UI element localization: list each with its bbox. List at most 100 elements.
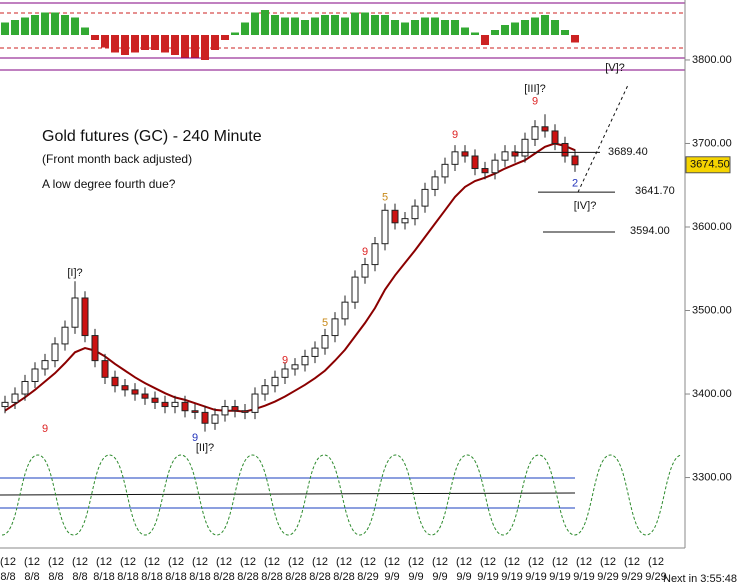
osc-bar bbox=[271, 15, 279, 35]
x-tick-prefix: (12 bbox=[216, 556, 232, 568]
candle-body bbox=[131, 389, 139, 395]
candle-body bbox=[431, 176, 439, 190]
candle-body bbox=[531, 126, 539, 140]
osc-bar bbox=[51, 12, 59, 35]
osc-bar bbox=[441, 20, 449, 35]
candle-body bbox=[471, 155, 479, 170]
x-tick-label: 8/8 bbox=[24, 571, 39, 583]
osc-bar bbox=[451, 20, 459, 35]
osc-bar bbox=[91, 35, 99, 40]
y-tick-label: 3800.00 bbox=[692, 54, 732, 66]
x-tick-label: 9/9 bbox=[432, 571, 447, 583]
x-tick-label: 8/8 bbox=[0, 571, 15, 583]
osc-bar bbox=[461, 27, 469, 35]
x-tick-label: 8/29 bbox=[357, 571, 378, 583]
x-tick-label: 8/18 bbox=[141, 571, 162, 583]
osc-bar bbox=[201, 35, 209, 60]
osc-bar bbox=[61, 15, 69, 35]
candle-body bbox=[441, 163, 449, 178]
osc-bar bbox=[161, 35, 169, 53]
y-tick-label: 3500.00 bbox=[692, 304, 732, 316]
x-tick-label: 9/29 bbox=[597, 571, 618, 583]
candle-body bbox=[341, 301, 349, 320]
osc-bar bbox=[191, 35, 199, 58]
x-tick-label: 9/29 bbox=[645, 571, 666, 583]
osc-bar bbox=[281, 17, 289, 35]
x-tick-label: 9/9 bbox=[456, 571, 471, 583]
last-price-box bbox=[685, 156, 731, 174]
x-tick-prefix: (12 bbox=[288, 556, 304, 568]
x-tick-prefix: (12 bbox=[0, 556, 16, 568]
x-tick-prefix: (12 bbox=[312, 556, 328, 568]
candle-body bbox=[381, 209, 389, 245]
candle-body bbox=[201, 411, 209, 424]
candle-body bbox=[451, 151, 459, 165]
chart-title: Gold futures (GC) - 240 Minute bbox=[42, 128, 262, 145]
x-tick-prefix: (12 bbox=[456, 556, 472, 568]
osc-bar bbox=[41, 12, 49, 35]
candle-body bbox=[411, 205, 419, 220]
osc-bar bbox=[431, 17, 439, 35]
candle-body bbox=[401, 218, 409, 224]
osc-bar bbox=[501, 25, 509, 35]
osc-bar bbox=[181, 35, 189, 58]
osc-bar bbox=[531, 17, 539, 35]
count-label: 9 bbox=[452, 129, 458, 141]
candle-body bbox=[541, 126, 549, 132]
candle-body bbox=[461, 151, 469, 157]
wave-label: [I]? bbox=[67, 267, 82, 279]
candle-body bbox=[491, 159, 499, 174]
osc-bar bbox=[291, 17, 299, 35]
candle-body bbox=[1, 401, 9, 408]
x-tick-prefix: (12 bbox=[384, 556, 400, 568]
plot: 3300.00 3400.00 3500.00 3600.00 3700.00 3800.… bbox=[0, 10, 732, 583]
x-tick-label: 9/9 bbox=[384, 571, 399, 583]
candle-body bbox=[141, 393, 149, 399]
osc-bar bbox=[381, 15, 389, 35]
level-label: 3641.70 bbox=[635, 185, 675, 197]
candle-body bbox=[101, 360, 109, 378]
osc-bar bbox=[81, 27, 89, 35]
y-tick-label: 3300.00 bbox=[692, 471, 732, 483]
candle-body bbox=[171, 401, 179, 408]
osc-bar bbox=[21, 17, 29, 35]
count-label: 9 bbox=[362, 246, 368, 258]
osc-bar bbox=[511, 22, 519, 35]
candle-body bbox=[511, 151, 519, 157]
osc-bar bbox=[411, 20, 419, 35]
x-tick-label: 8/28 bbox=[237, 571, 258, 583]
candle-body bbox=[351, 276, 359, 303]
wave-label: [II]? bbox=[196, 442, 214, 454]
note: A low degree fourth due? bbox=[42, 177, 176, 191]
last-price-label: 3674.50 bbox=[690, 159, 730, 171]
candle-body bbox=[251, 393, 259, 413]
candle-body bbox=[281, 368, 289, 378]
x-tick-prefix: (12 bbox=[432, 556, 448, 568]
count-label: 5 bbox=[322, 317, 328, 329]
osc-bar bbox=[111, 35, 119, 53]
x-tick-prefix: (12 bbox=[264, 556, 280, 568]
candle-body bbox=[91, 335, 99, 362]
x-tick-prefix: (12 bbox=[576, 556, 592, 568]
osc-bar bbox=[391, 20, 399, 35]
x-tick-label: 8/8 bbox=[72, 571, 87, 583]
osc-bar bbox=[481, 35, 489, 45]
candle-body bbox=[21, 380, 29, 395]
x-tick-label: 9/19 bbox=[525, 571, 546, 583]
candle-body bbox=[561, 142, 569, 157]
y-tick-label: 3600.00 bbox=[692, 221, 732, 233]
candle-body bbox=[291, 364, 299, 370]
level-label: 3689.40 bbox=[608, 146, 648, 158]
candle-body bbox=[111, 376, 119, 387]
candle-body bbox=[321, 335, 329, 349]
x-tick-prefix: (12 bbox=[48, 556, 64, 568]
candle-body bbox=[211, 414, 219, 424]
osc-bar bbox=[551, 20, 559, 35]
candle-body bbox=[391, 209, 399, 224]
count-label: 9 bbox=[42, 423, 48, 435]
osc-bar bbox=[141, 35, 149, 50]
osc-bar bbox=[311, 17, 319, 35]
level-label: 3594.00 bbox=[630, 225, 670, 237]
